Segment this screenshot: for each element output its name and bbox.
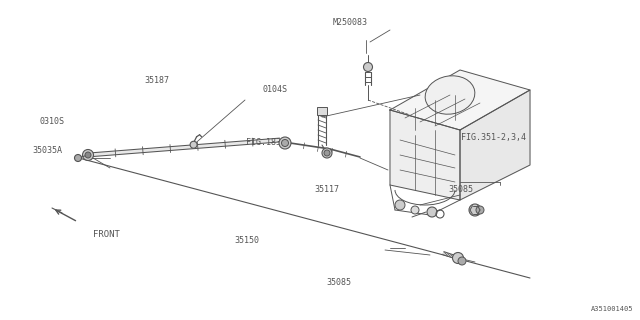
Circle shape — [427, 207, 437, 217]
Text: A351001405: A351001405 — [591, 306, 634, 312]
Text: FIG.183-1: FIG.183-1 — [246, 138, 291, 147]
FancyBboxPatch shape — [317, 107, 327, 115]
Circle shape — [458, 257, 466, 265]
Text: 35085: 35085 — [326, 278, 352, 287]
Text: 35035A: 35035A — [33, 146, 63, 155]
Circle shape — [83, 149, 93, 161]
Text: 35187: 35187 — [144, 76, 170, 84]
Polygon shape — [460, 90, 530, 200]
Circle shape — [324, 150, 330, 156]
Circle shape — [411, 206, 419, 214]
Polygon shape — [390, 70, 530, 130]
Circle shape — [452, 252, 463, 263]
Circle shape — [395, 200, 405, 210]
Text: M250083: M250083 — [333, 18, 368, 27]
Circle shape — [364, 62, 372, 71]
Text: 35085: 35085 — [448, 185, 473, 194]
Circle shape — [322, 148, 332, 158]
Circle shape — [279, 137, 291, 149]
Ellipse shape — [425, 76, 475, 114]
Circle shape — [190, 141, 197, 148]
Text: 35117: 35117 — [314, 185, 339, 194]
Circle shape — [282, 140, 289, 147]
Circle shape — [74, 155, 81, 162]
Circle shape — [85, 152, 91, 158]
Circle shape — [469, 204, 481, 216]
Text: FRONT: FRONT — [93, 230, 120, 239]
Text: 0104S: 0104S — [262, 85, 288, 94]
Text: 35150: 35150 — [234, 236, 259, 245]
Text: 0310S: 0310S — [39, 117, 64, 126]
Circle shape — [476, 206, 484, 214]
Text: FIG.351-2,3,4: FIG.351-2,3,4 — [461, 133, 526, 142]
Polygon shape — [390, 110, 460, 200]
